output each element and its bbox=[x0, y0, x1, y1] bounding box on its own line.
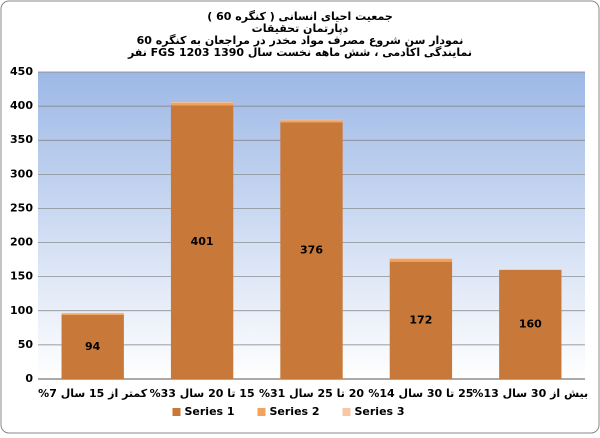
x-tick-label: کمتر از 15 سال 7% bbox=[38, 387, 148, 400]
x-tick-label: 25 تا 30 سال 14% bbox=[368, 387, 473, 400]
legend-swatch bbox=[172, 408, 181, 416]
x-tick-label: 15 تا 20 سال 33% bbox=[150, 387, 255, 400]
bar-segment bbox=[389, 261, 453, 379]
legend-label: Series 1 bbox=[185, 405, 235, 418]
data-label: 94 bbox=[85, 340, 101, 353]
bar-segment bbox=[61, 313, 124, 315]
chart-title: جمعیت احیای انسانی ( کنگره 60 ) bbox=[207, 10, 393, 23]
bar-segment bbox=[280, 119, 343, 121]
data-label: 401 bbox=[191, 235, 214, 248]
chart-title: دپارتمان تحقیقات bbox=[252, 22, 349, 35]
y-tick-label: 50 bbox=[18, 338, 34, 351]
y-tick-label: 400 bbox=[10, 99, 33, 112]
data-label: 160 bbox=[519, 317, 542, 330]
legend-label: Series 3 bbox=[355, 405, 405, 418]
chart-title: نمایندگی اکادمی ، شش ماهه نخست سال 1390 … bbox=[127, 46, 472, 59]
legend-label: Series 2 bbox=[270, 405, 320, 418]
chart-title: نمودار سن شروع مصرف مواد مخدر در مراجعان… bbox=[137, 34, 464, 47]
bar-segment bbox=[389, 258, 453, 262]
bar-segment bbox=[280, 122, 343, 380]
bar-segment bbox=[170, 102, 234, 106]
y-tick-label: 350 bbox=[10, 133, 33, 146]
y-tick-label: 300 bbox=[10, 167, 33, 180]
x-tick-label: 20 تا 25 سال 31% bbox=[259, 387, 364, 400]
bar-segment bbox=[61, 312, 124, 314]
bar-segment bbox=[170, 102, 234, 103]
y-tick-label: 100 bbox=[10, 304, 33, 317]
y-tick-label: 450 bbox=[10, 65, 33, 78]
bar-segment bbox=[389, 258, 453, 259]
legend-swatch bbox=[342, 408, 351, 416]
y-tick-label: 200 bbox=[10, 236, 33, 249]
data-label: 376 bbox=[300, 244, 323, 257]
bar-segment bbox=[499, 269, 562, 379]
bar-segment bbox=[170, 105, 234, 379]
y-tick-label: 150 bbox=[10, 270, 33, 283]
y-tick-label: 250 bbox=[10, 201, 33, 214]
legend-swatch bbox=[257, 408, 266, 416]
bar-segment bbox=[280, 120, 343, 123]
data-label: 172 bbox=[409, 313, 432, 326]
x-tick-label: بیش از 30 سال 13% bbox=[472, 387, 588, 400]
y-tick-label: 0 bbox=[25, 372, 33, 385]
bar-segment bbox=[61, 314, 124, 379]
